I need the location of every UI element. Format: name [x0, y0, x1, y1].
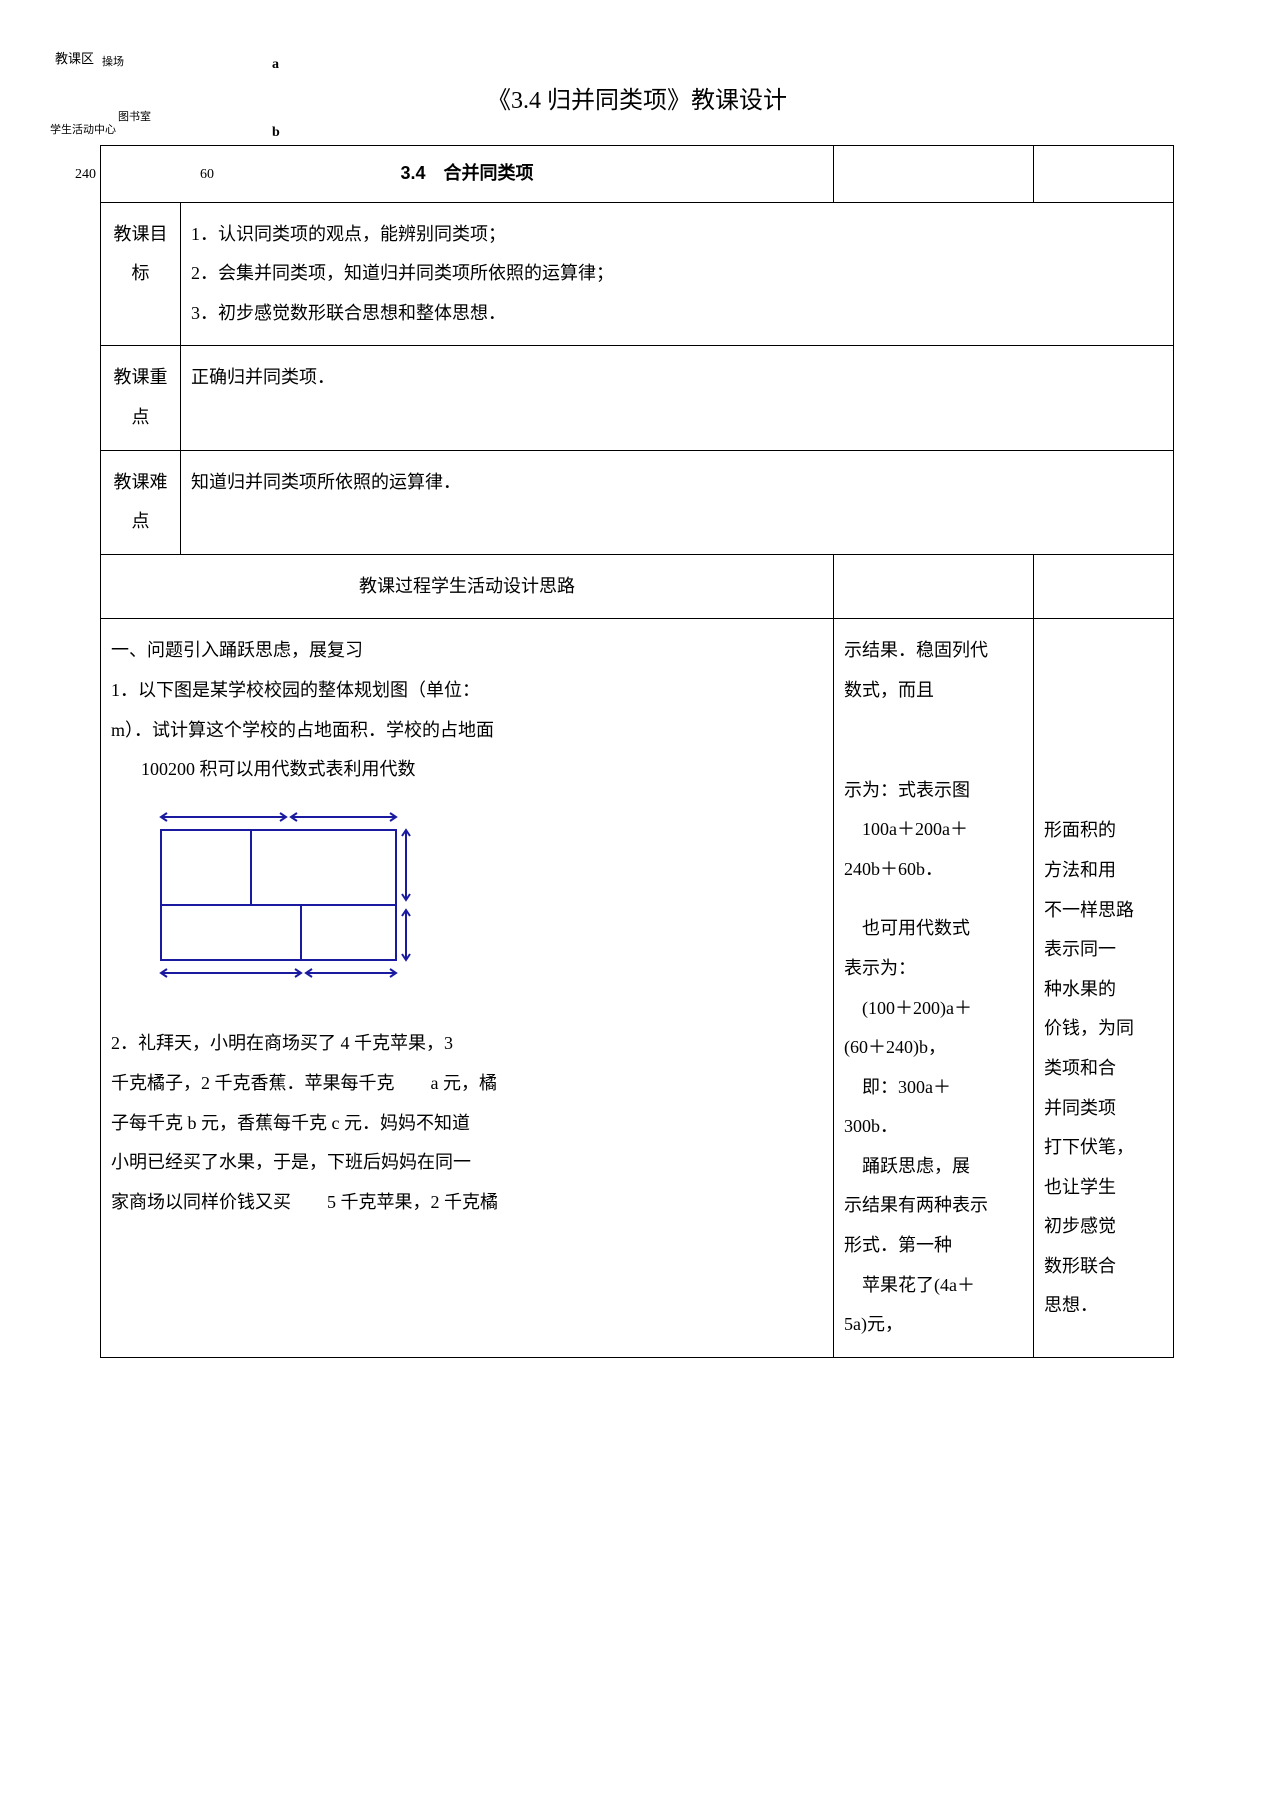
sec1-p1a: 1．以下图是某学校校园的整体规划图（单位：	[111, 680, 480, 700]
sec1-title: 一、问题引入踊跃思虑，展复习	[111, 631, 823, 671]
keypoint-label: 教课重点	[101, 346, 181, 450]
mid-l4: 也可用代数式	[844, 909, 1023, 949]
page-title: 《3.4 归并同类项》教课设计	[100, 80, 1174, 115]
mid-suffix1: 示结果．稳固列代	[844, 631, 1023, 671]
mid-l5: 表示为：	[844, 949, 1023, 989]
right-l4: 表示同一	[1044, 930, 1163, 970]
goal-label: 教课目标	[101, 202, 181, 346]
campus-diagram: 教课区 操场 学生活动中心 图书室 a b 240 60	[141, 800, 823, 1015]
mid-l7: (60＋240)b，	[844, 1028, 1023, 1068]
right-l8: 并同类项	[1044, 1089, 1163, 1129]
header-spacer-1	[834, 146, 1034, 203]
header-spacer-2	[1034, 146, 1174, 203]
sec1-p2c: 子每千克 b 元，香蕉每千克 c 元．妈妈不知道	[111, 1104, 823, 1144]
mid-l13: 苹果花了(4a＋	[844, 1266, 1023, 1306]
sec1-p2a: 2．礼拜天，小明在商场买了 4 千克苹果，3	[111, 1024, 823, 1064]
zone-library: 图书室	[118, 105, 151, 129]
process-right: 形面积的 方法和用 不一样思路 表示同一 种水果的 价钱，为同 类项和合 并同类…	[1034, 619, 1174, 1358]
right-l6: 价钱，为同	[1044, 1009, 1163, 1049]
sec1-p1b: m）．试计算这个学校的占地面积．学校的占地面	[111, 720, 494, 740]
process-header-mid	[834, 554, 1034, 619]
process-header: 教课过程学生活动设计思路	[101, 554, 834, 619]
mid-suffix2: 数式，而且	[844, 671, 1023, 711]
mid-l8: 即：300a＋	[844, 1068, 1023, 1108]
right-l1: 形面积的	[1044, 811, 1163, 851]
goal-1: 1．认识同类项的观点，能辨别同类项；	[191, 215, 1163, 255]
right-l7: 类项和合	[1044, 1049, 1163, 1089]
mid-l2: 100a＋200a＋	[844, 810, 1023, 850]
mid-l12: 形式．第一种	[844, 1226, 1023, 1266]
mid-l10: 踊跃思虑，展	[844, 1147, 1023, 1187]
difficulty-label: 教课难点	[101, 450, 181, 554]
mid-l6: (100＋200)a＋	[844, 989, 1023, 1029]
goal-3: 3．初步感觉数形联合思想和整体思想．	[191, 294, 1163, 334]
zone-teach: 教课区	[55, 45, 94, 74]
keypoint-content: 正确归并同类项．	[181, 346, 1174, 450]
sec1-p1c: 100200 积可以用代数式表利用代数	[141, 759, 416, 779]
sec1-p2b: 千克橘子，2 千克香蕉．苹果每千克 a 元，橘	[111, 1064, 823, 1104]
zone-play: 操场	[102, 50, 124, 74]
process-header-right	[1034, 554, 1174, 619]
dim-60: 60	[200, 160, 214, 191]
mid-l14: 5a)元，	[844, 1305, 1023, 1345]
mid-l9: 300b．	[844, 1107, 1023, 1147]
zone-activity: 学生活动中心	[50, 118, 116, 142]
right-l12: 数形联合	[1044, 1247, 1163, 1287]
dim-b: b	[272, 118, 280, 149]
sec1-p2d: 小明已经买了水果，于是，下班后妈妈在同一	[111, 1143, 823, 1183]
dim-240: 240	[75, 160, 96, 191]
right-l2: 方法和用	[1044, 851, 1163, 891]
mid-l11: 示结果有两种表示	[844, 1186, 1023, 1226]
mid-l1: 示为：式表示图	[844, 771, 1023, 811]
sec1-p2e: 家商场以同样价钱又买 5 千克苹果，2 千克橘	[111, 1183, 823, 1223]
right-l11: 初步感觉	[1044, 1207, 1163, 1247]
mid-l3: 240b＋60b．	[844, 850, 1023, 890]
right-l3: 不一样思路	[1044, 891, 1163, 931]
dim-a: a	[272, 50, 279, 81]
right-l10: 也让学生	[1044, 1168, 1163, 1208]
right-l13: 思想．	[1044, 1286, 1163, 1326]
right-l9: 打下伏笔，	[1044, 1128, 1163, 1168]
right-l5: 种水果的	[1044, 970, 1163, 1010]
goal-2: 2．会集并同类项，知道归并同类项所依照的运算律；	[191, 254, 1163, 294]
process-mid: 示结果．稳固列代 数式，而且 示为：式表示图 100a＋200a＋ 240b＋6…	[834, 619, 1034, 1358]
difficulty-content: 知道归并同类项所依照的运算律．	[181, 450, 1174, 554]
lesson-plan-table: 3.4 合并同类项 教课目标 1．认识同类项的观点，能辨别同类项； 2．会集并同…	[100, 145, 1174, 1358]
goal-content: 1．认识同类项的观点，能辨别同类项； 2．会集并同类项，知道归并同类项所依照的运…	[181, 202, 1174, 346]
process-left: 一、问题引入踊跃思虑，展复习 1．以下图是某学校校园的整体规划图（单位： m）．…	[101, 619, 834, 1358]
